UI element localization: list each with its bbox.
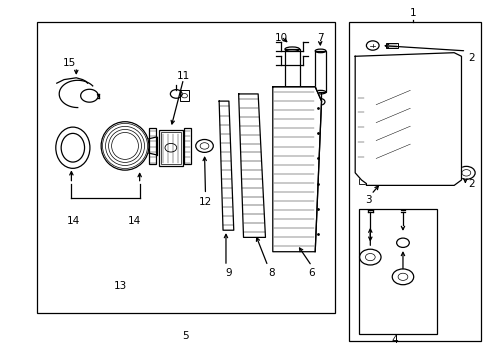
Text: 14: 14 bbox=[67, 216, 81, 226]
Polygon shape bbox=[272, 87, 321, 252]
Text: 14: 14 bbox=[128, 216, 141, 226]
Bar bbox=[348, 22, 480, 341]
Bar bbox=[183, 128, 190, 164]
Text: 9: 9 bbox=[225, 268, 232, 278]
Bar bbox=[160, 132, 181, 164]
Text: 15: 15 bbox=[63, 58, 77, 68]
Polygon shape bbox=[219, 101, 233, 230]
Bar bbox=[159, 130, 182, 166]
Bar bbox=[37, 22, 334, 313]
Text: 5: 5 bbox=[182, 331, 188, 341]
Text: 8: 8 bbox=[267, 268, 274, 278]
Text: 10: 10 bbox=[274, 33, 287, 43]
Text: 2: 2 bbox=[467, 179, 473, 189]
Bar bbox=[285, 49, 299, 92]
Text: 3: 3 bbox=[365, 195, 371, 205]
Bar bbox=[315, 51, 325, 92]
Polygon shape bbox=[354, 53, 461, 185]
Text: 6: 6 bbox=[308, 268, 314, 278]
Bar bbox=[358, 175, 387, 184]
Bar bbox=[149, 128, 156, 164]
Polygon shape bbox=[238, 94, 265, 237]
Text: 11: 11 bbox=[177, 71, 190, 81]
Text: 2: 2 bbox=[467, 53, 473, 63]
Text: 7: 7 bbox=[316, 33, 323, 43]
Text: 4: 4 bbox=[390, 334, 397, 345]
Text: 13: 13 bbox=[113, 281, 126, 291]
Text: 12: 12 bbox=[199, 197, 212, 207]
Bar bbox=[385, 42, 397, 48]
Bar bbox=[356, 94, 368, 158]
Text: 1: 1 bbox=[408, 8, 415, 18]
Bar bbox=[358, 209, 436, 334]
Bar bbox=[180, 90, 188, 101]
